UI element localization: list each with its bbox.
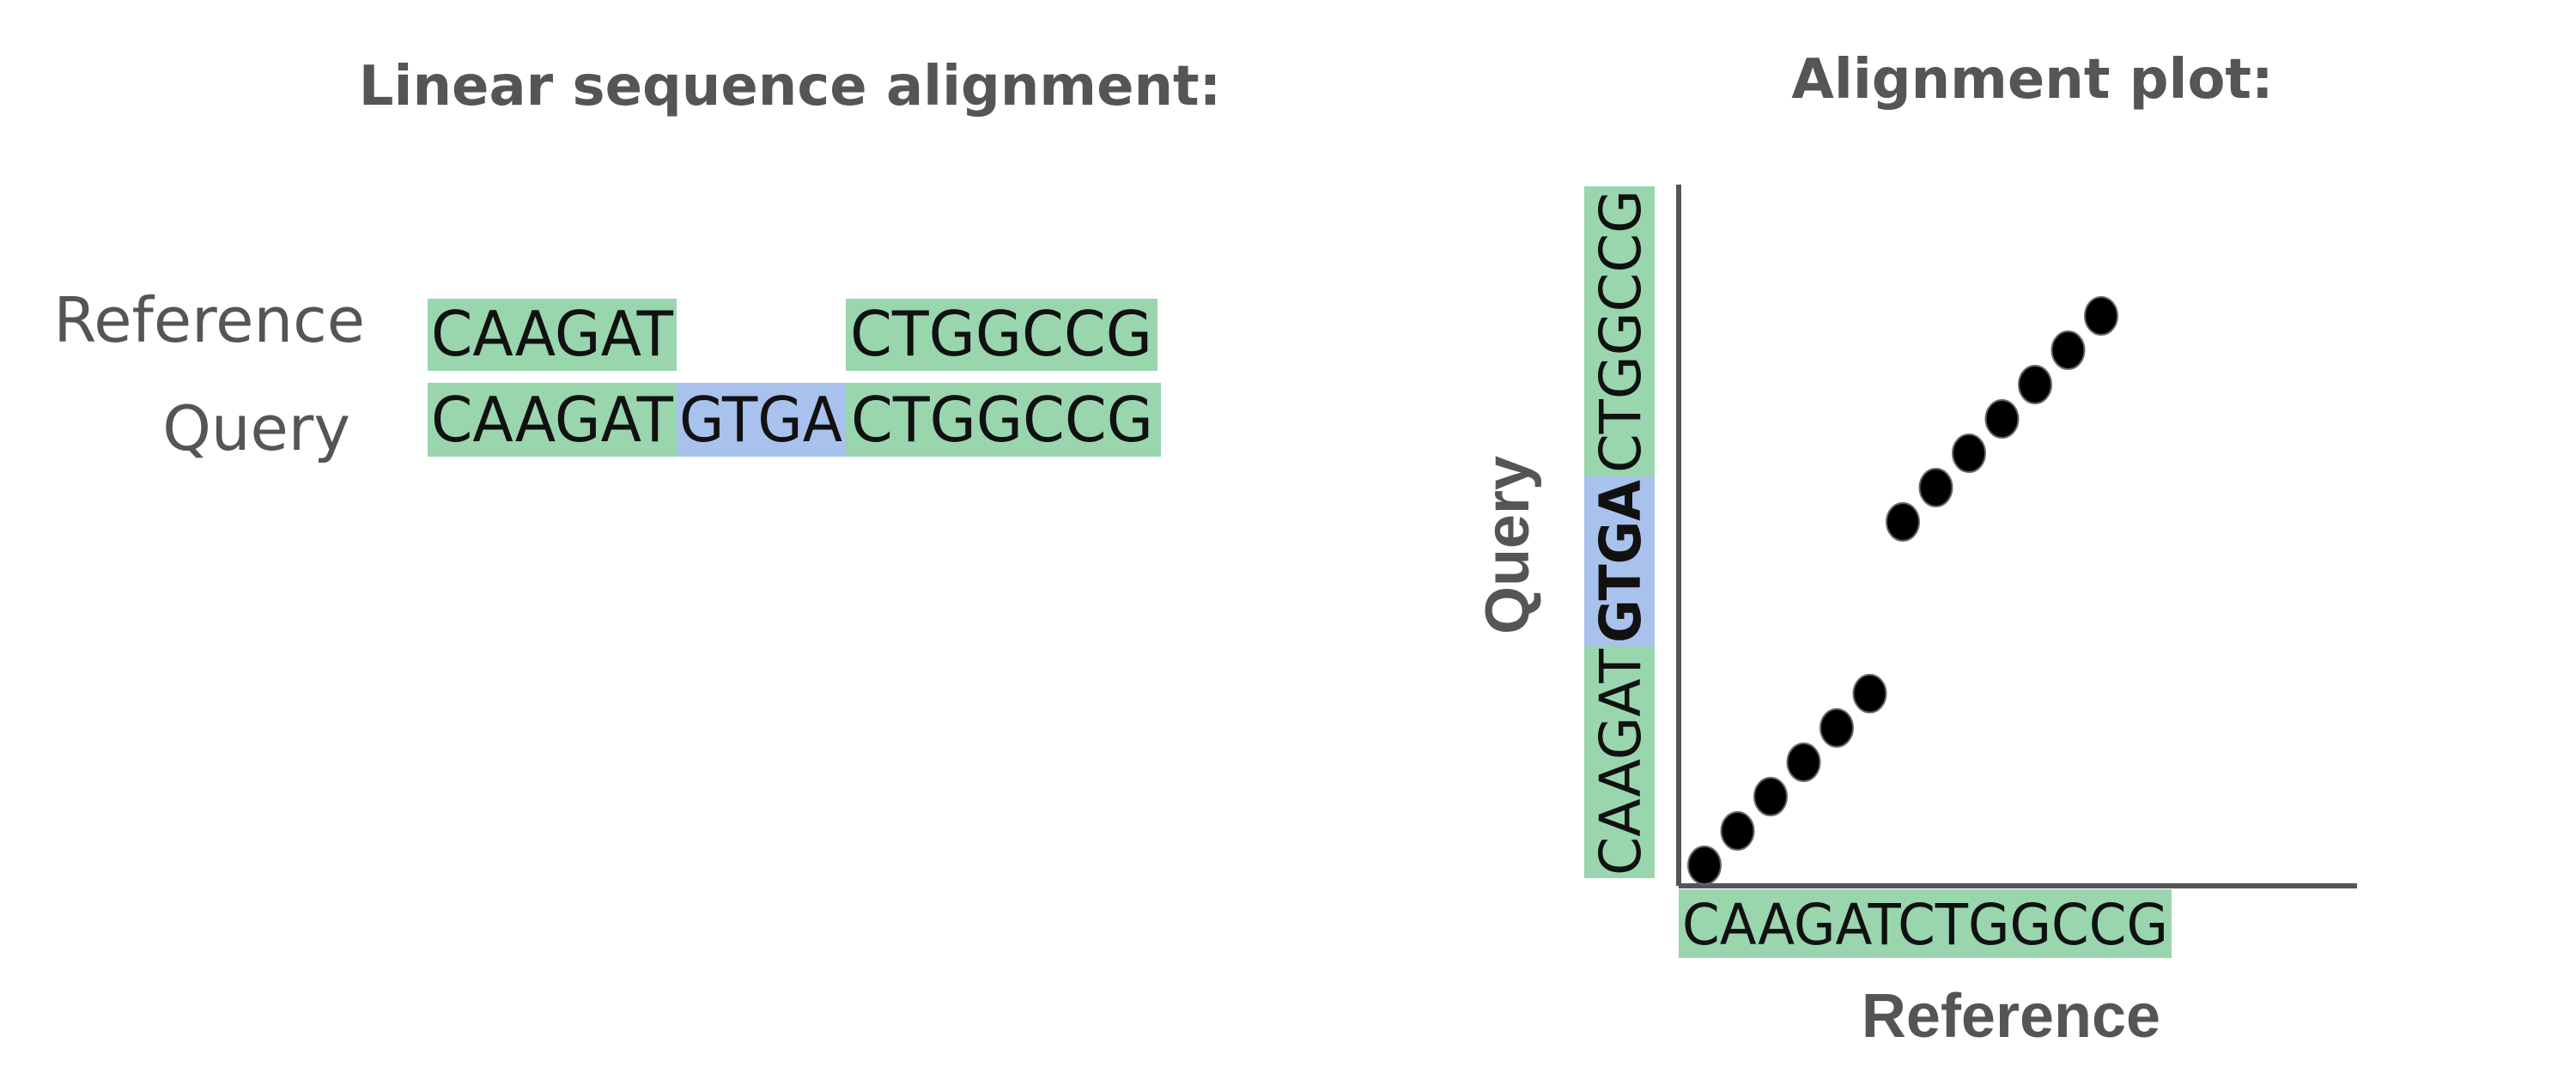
query-segment-2: GTGA bbox=[679, 384, 842, 456]
reference-segment-1: CAAGAT bbox=[431, 298, 674, 370]
match-dot-8 bbox=[1918, 468, 1953, 507]
match-dot-6 bbox=[1852, 674, 1887, 713]
y-segment-3: CTGGCCG bbox=[1588, 190, 1654, 473]
query-segment-1: CAAGAT bbox=[431, 384, 674, 456]
reference-row-label: Reference bbox=[53, 284, 365, 356]
match-dot-10 bbox=[1984, 399, 2020, 439]
query-segment-3: CTGGCCG bbox=[851, 384, 1153, 456]
match-dot-11 bbox=[2018, 365, 2052, 404]
match-dots bbox=[1687, 296, 2118, 885]
y-match-block-2 bbox=[1584, 186, 1655, 476]
x-match-block bbox=[1679, 889, 2172, 958]
x-sequence: CAAGATCTGGCCG bbox=[1682, 892, 2168, 958]
y-segment-2: GTGA bbox=[1588, 480, 1654, 643]
alignment-plot-title: Alignment plot: bbox=[1791, 48, 2273, 112]
reference-segment-2: CTGGCCG bbox=[850, 298, 1152, 370]
y-axis-label: Query bbox=[1473, 456, 1542, 634]
y-insertion-block bbox=[1584, 476, 1655, 646]
match-dot-7 bbox=[1886, 502, 1920, 542]
match-dot-1 bbox=[1687, 846, 1722, 885]
query-row-label: Query bbox=[162, 392, 350, 464]
query-match-block-1 bbox=[428, 383, 677, 457]
reference-match-block-2 bbox=[846, 299, 1157, 371]
match-dot-5 bbox=[1820, 708, 1854, 748]
match-dot-13 bbox=[2084, 296, 2118, 336]
match-dot-4 bbox=[1786, 743, 1821, 782]
query-match-block-2 bbox=[846, 383, 1161, 457]
match-dot-3 bbox=[1753, 777, 1788, 816]
x-axis-label: Reference bbox=[1862, 982, 2160, 1051]
match-dot-9 bbox=[1952, 433, 1986, 473]
match-dot-2 bbox=[1720, 811, 1755, 851]
reference-match-block-1 bbox=[428, 299, 677, 371]
y-segment-1: CAAGAT bbox=[1588, 648, 1654, 876]
y-match-block-1 bbox=[1584, 646, 1655, 878]
match-dot-12 bbox=[2050, 330, 2086, 370]
query-insertion-block bbox=[677, 383, 846, 457]
linear-alignment-title: Linear sequence alignment: bbox=[359, 55, 1221, 118]
